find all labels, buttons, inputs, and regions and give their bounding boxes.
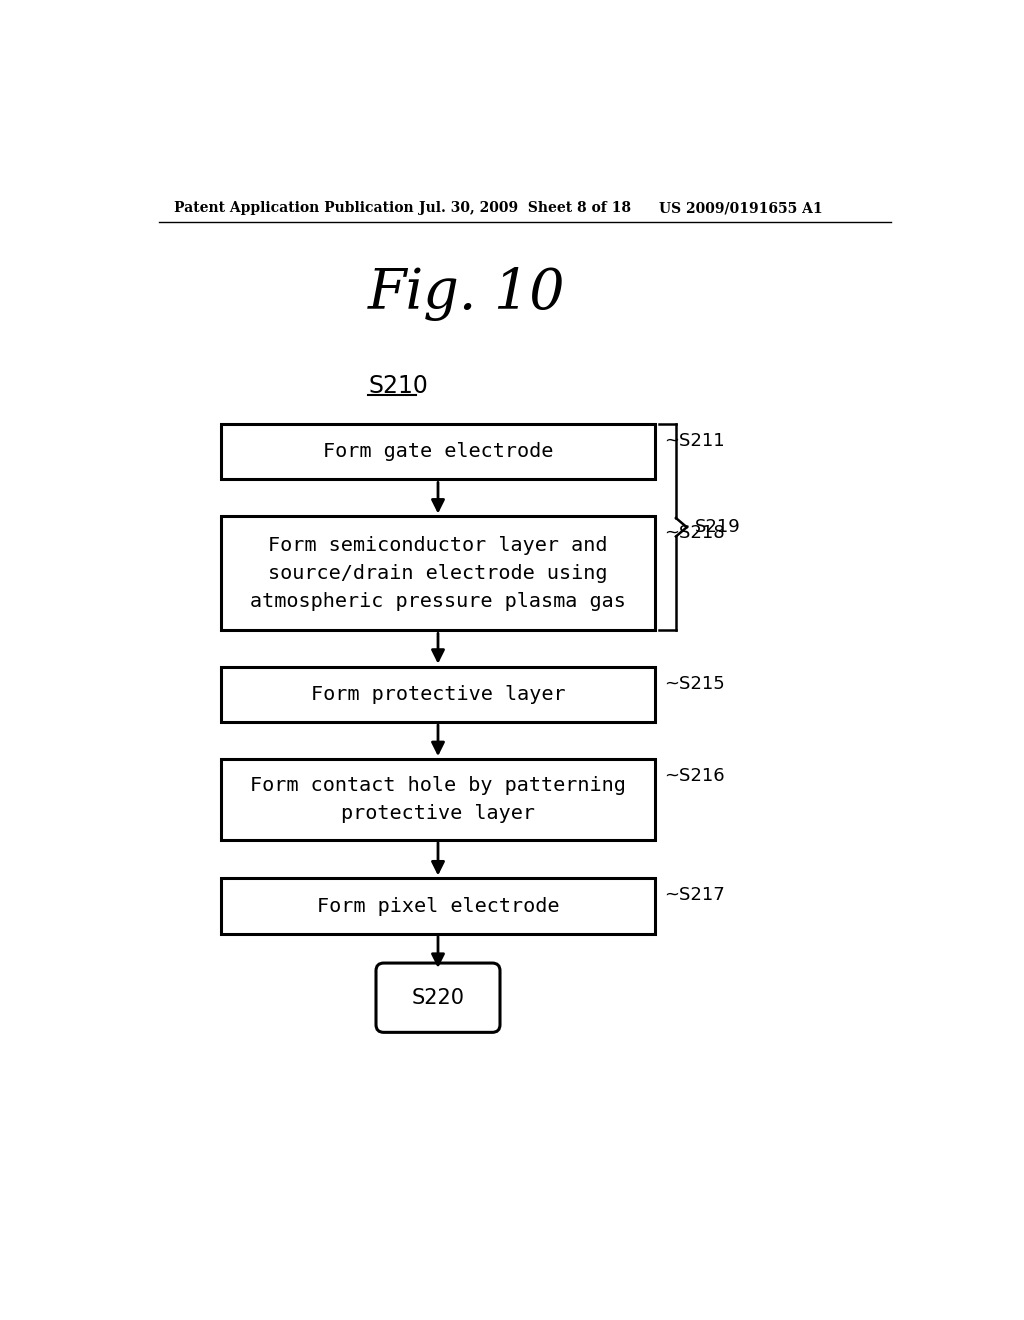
- Text: Jul. 30, 2009  Sheet 8 of 18: Jul. 30, 2009 Sheet 8 of 18: [419, 202, 631, 215]
- Text: S220: S220: [412, 987, 465, 1007]
- FancyBboxPatch shape: [221, 759, 655, 840]
- Text: Form protective layer: Form protective layer: [310, 685, 565, 704]
- Text: Fig. 10: Fig. 10: [369, 265, 565, 321]
- FancyBboxPatch shape: [376, 964, 500, 1032]
- FancyBboxPatch shape: [221, 667, 655, 722]
- Text: ~S215: ~S215: [665, 675, 725, 693]
- FancyBboxPatch shape: [221, 516, 655, 631]
- Text: Patent Application Publication: Patent Application Publication: [174, 202, 414, 215]
- FancyBboxPatch shape: [221, 878, 655, 933]
- Text: US 2009/0191655 A1: US 2009/0191655 A1: [658, 202, 822, 215]
- Text: Form pixel electrode: Form pixel electrode: [316, 896, 559, 916]
- Text: ~S216: ~S216: [665, 767, 725, 785]
- Text: S210: S210: [369, 374, 428, 397]
- Text: ~S211: ~S211: [665, 432, 725, 450]
- Text: Form gate electrode: Form gate electrode: [323, 442, 553, 461]
- Text: Form contact hole by patterning
protective layer: Form contact hole by patterning protecti…: [250, 776, 626, 822]
- FancyBboxPatch shape: [221, 424, 655, 479]
- Text: ~S217: ~S217: [665, 886, 725, 904]
- Text: Form semiconductor layer and
source/drain electrode using
atmospheric pressure p: Form semiconductor layer and source/drai…: [250, 536, 626, 611]
- Text: ~S218: ~S218: [665, 524, 725, 543]
- Text: S219: S219: [694, 519, 740, 536]
